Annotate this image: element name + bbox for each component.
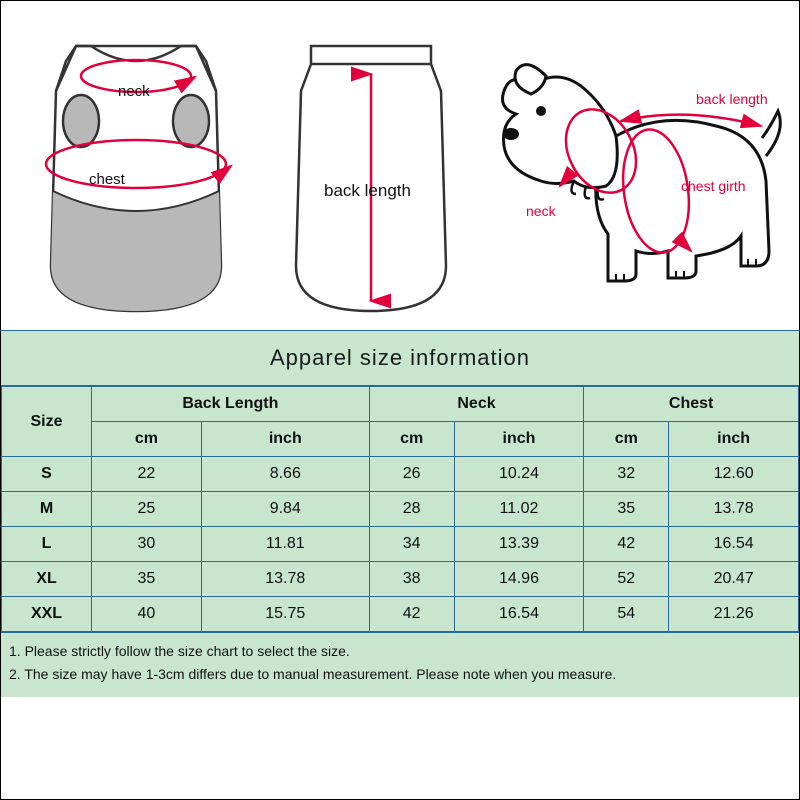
cell: 35 <box>584 492 669 527</box>
dog-neck-label: neck <box>526 203 557 219</box>
unit-neck-inch: inch <box>454 422 584 457</box>
col-size: Size <box>2 387 92 457</box>
cell: 12.60 <box>669 457 799 492</box>
cell: 42 <box>369 597 454 632</box>
size-table-body: S 22 8.66 26 10.24 32 12.60 M 25 9.84 28… <box>2 457 799 632</box>
notes-area: 1. Please strictly follow the size chart… <box>1 632 799 697</box>
table-row: M 25 9.84 28 11.02 35 13.78 <box>2 492 799 527</box>
cell: 40 <box>92 597 202 632</box>
table-row: L 30 11.81 34 13.39 42 16.54 <box>2 527 799 562</box>
col-neck: Neck <box>369 387 584 422</box>
header-row-2: cm inch cm inch cm inch <box>2 422 799 457</box>
table-title: Apparel size information <box>1 331 799 386</box>
cell: 16.54 <box>669 527 799 562</box>
note-line-2: 2. The size may have 1-3cm differs due t… <box>9 664 791 685</box>
cell: 13.78 <box>201 562 369 597</box>
diagrams-svg: neck chest back length <box>1 1 800 331</box>
chest-label: chest <box>89 171 126 188</box>
garment-front-diagram: neck chest <box>46 46 231 311</box>
header-row-1: Size Back Length Neck Chest <box>2 387 799 422</box>
cell: 21.26 <box>669 597 799 632</box>
garment-back-diagram: back length <box>296 46 446 311</box>
cell: 42 <box>584 527 669 562</box>
cell-size: S <box>2 457 92 492</box>
cell: 25 <box>92 492 202 527</box>
unit-chest-cm: cm <box>584 422 669 457</box>
cell: 20.47 <box>669 562 799 597</box>
cell-size: XL <box>2 562 92 597</box>
cell: 13.78 <box>669 492 799 527</box>
cell-size: XXL <box>2 597 92 632</box>
size-table: Size Back Length Neck Chest cm inch cm i… <box>1 386 799 632</box>
size-chart-container: neck chest back length <box>0 0 800 800</box>
col-chest: Chest <box>584 387 799 422</box>
table-row: S 22 8.66 26 10.24 32 12.60 <box>2 457 799 492</box>
col-back-length: Back Length <box>92 387 370 422</box>
table-row: XXL 40 15.75 42 16.54 54 21.26 <box>2 597 799 632</box>
cell: 34 <box>369 527 454 562</box>
note-line-1: 1. Please strictly follow the size chart… <box>9 641 791 662</box>
dog-chest-label: chest girth <box>681 178 746 194</box>
cell: 38 <box>369 562 454 597</box>
cell: 35 <box>92 562 202 597</box>
dog-diagram: neck chest girth back length <box>503 65 781 281</box>
cell: 8.66 <box>201 457 369 492</box>
diagram-area: neck chest back length <box>1 1 799 331</box>
neck-label: neck <box>118 83 150 100</box>
cell: 26 <box>369 457 454 492</box>
cell-size: M <box>2 492 92 527</box>
cell: 10.24 <box>454 457 584 492</box>
cell: 14.96 <box>454 562 584 597</box>
cell-size: L <box>2 527 92 562</box>
unit-chest-inch: inch <box>669 422 799 457</box>
table-row: XL 35 13.78 38 14.96 52 20.47 <box>2 562 799 597</box>
cell: 52 <box>584 562 669 597</box>
cell: 22 <box>92 457 202 492</box>
cell: 32 <box>584 457 669 492</box>
cell: 54 <box>584 597 669 632</box>
dog-back-label: back length <box>696 91 768 107</box>
cell: 13.39 <box>454 527 584 562</box>
cell: 28 <box>369 492 454 527</box>
cell: 9.84 <box>201 492 369 527</box>
cell: 11.81 <box>201 527 369 562</box>
cell: 11.02 <box>454 492 584 527</box>
cell: 15.75 <box>201 597 369 632</box>
unit-back-inch: inch <box>201 422 369 457</box>
unit-neck-cm: cm <box>369 422 454 457</box>
back-length-label: back length <box>324 181 411 200</box>
unit-back-cm: cm <box>92 422 202 457</box>
cell: 16.54 <box>454 597 584 632</box>
cell: 30 <box>92 527 202 562</box>
